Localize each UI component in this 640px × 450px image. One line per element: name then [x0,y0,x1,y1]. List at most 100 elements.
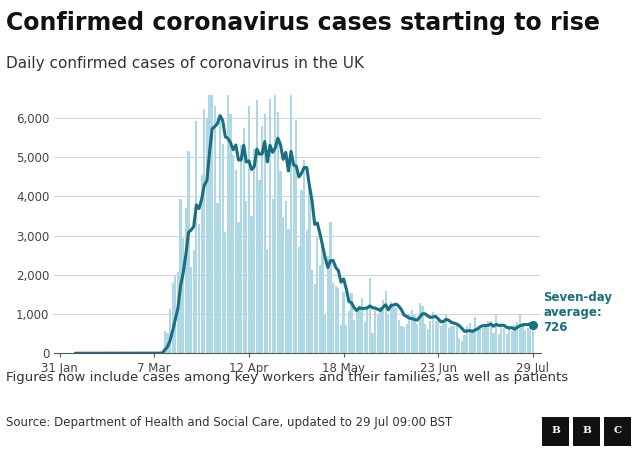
Bar [300,190,303,353]
Bar [471,331,474,353]
Bar [468,323,471,353]
Bar [495,315,497,353]
Bar [385,291,387,353]
Bar [401,326,403,353]
Bar [221,144,224,353]
Bar [492,333,495,353]
Bar [479,327,481,353]
Bar [340,325,342,353]
Bar [292,165,295,353]
Bar [174,275,177,353]
Bar [237,222,239,353]
Bar [408,314,410,353]
Bar [345,325,348,353]
Bar [206,118,208,353]
Bar [361,298,363,353]
Bar [211,84,213,353]
Bar [169,309,172,353]
Bar [348,311,350,353]
Bar [316,237,319,353]
Bar [177,272,179,353]
Bar [435,320,436,353]
Bar [453,326,455,353]
Bar [392,307,395,353]
Bar [166,333,168,353]
Bar [511,331,513,353]
Bar [527,328,529,353]
Text: Figures now include cases among key workers and their families, as well as patie: Figures now include cases among key work… [6,371,568,384]
Bar [466,326,468,353]
Bar [371,333,374,353]
Bar [269,99,271,353]
Bar [440,326,442,353]
Bar [419,302,421,353]
Bar [369,279,371,353]
Bar [282,217,284,353]
Bar [490,321,492,353]
Bar [311,270,313,353]
Bar [390,302,392,353]
Bar [280,171,282,353]
Bar [397,320,400,353]
Bar [350,292,353,353]
FancyBboxPatch shape [542,417,569,446]
Bar [261,126,263,353]
Bar [179,199,182,353]
Bar [387,314,389,353]
Bar [224,232,227,353]
Bar [314,284,316,353]
Bar [276,112,279,353]
Bar [308,189,310,353]
Bar [209,71,211,353]
Bar [364,322,366,353]
Bar [185,208,187,353]
Bar [395,308,397,353]
Bar [506,334,508,353]
Bar [203,109,205,353]
Bar [271,199,274,353]
Bar [508,326,510,353]
Bar [235,170,237,353]
Bar [306,230,308,353]
Bar [403,327,405,353]
Bar [356,308,358,353]
Bar [164,331,166,353]
Bar [198,224,200,353]
Bar [266,249,269,353]
Bar [429,321,431,353]
Text: B: B [551,427,560,436]
Bar [332,283,334,353]
Bar [442,322,445,353]
Bar [274,69,276,353]
Bar [432,312,434,353]
Bar [516,322,518,353]
Bar [259,180,260,353]
Text: Source: Department of Health and Social Care, updated to 29 Jul 09:00 BST: Source: Department of Health and Social … [6,416,452,429]
Bar [216,203,218,353]
Bar [503,328,505,353]
Bar [245,201,248,353]
Bar [447,328,450,353]
Bar [353,320,355,353]
Bar [188,151,189,353]
Bar [524,330,526,353]
Bar [319,266,321,353]
Bar [342,292,345,353]
Bar [458,338,460,353]
Bar [421,306,424,353]
Bar [285,201,287,353]
Bar [427,329,429,353]
Bar [424,324,426,353]
Bar [193,250,195,353]
Bar [498,334,500,353]
Text: C: C [614,427,621,436]
Bar [406,324,408,353]
Bar [248,106,250,353]
Bar [253,149,255,353]
Bar [374,310,376,353]
Bar [287,229,289,353]
FancyBboxPatch shape [604,417,631,446]
Bar [214,106,216,353]
Bar [445,314,447,353]
Bar [380,307,381,353]
